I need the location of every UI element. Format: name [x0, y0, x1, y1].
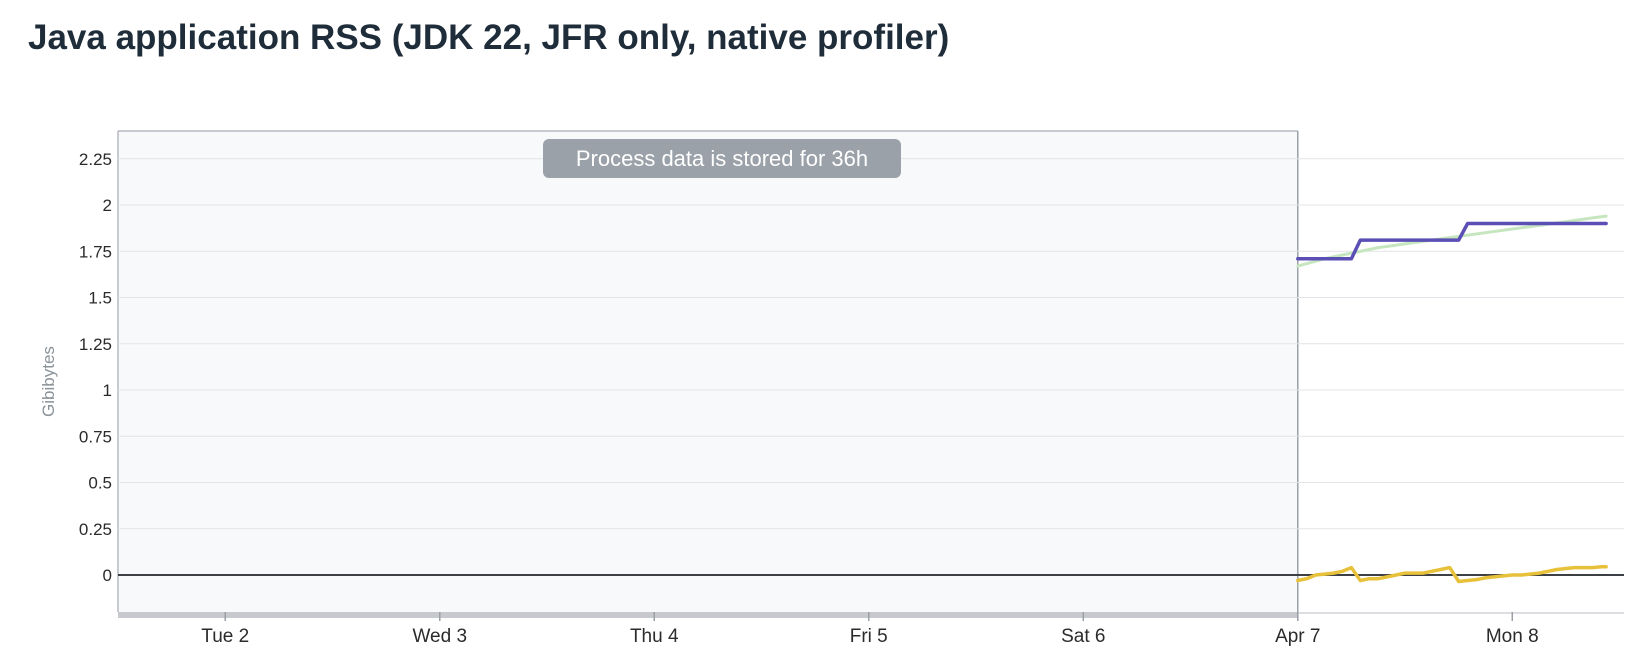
y-tick-label: 1.5: [88, 289, 112, 308]
retention-banner-text: Process data is stored for 36h: [576, 146, 868, 171]
series-line-1: [1296, 221, 1608, 261]
page-title: Java application RSS (JDK 22, JFR only, …: [28, 18, 950, 57]
y-tick-label: 0: [103, 566, 112, 585]
y-tick-label: 2: [103, 196, 112, 215]
x-tick-label: Thu 4: [630, 626, 679, 647]
axes: 0 0.25 0.5 0.75 1 1.25 1.5 1.75 2 2.25 Tue 2 Wed 3 T…: [39, 150, 1624, 647]
y-tick-label: 2.25: [79, 150, 112, 169]
x-tick-label: Mon 8: [1486, 626, 1539, 647]
y-tick-label: 1.75: [79, 242, 112, 261]
unavailable-region: [117, 130, 1299, 620]
y-tick-label: 1: [103, 381, 112, 400]
x-tick-label: Apr 7: [1275, 626, 1320, 647]
y-tick-label: 1.25: [79, 335, 112, 354]
x-tick-label: Tue 2: [201, 626, 249, 647]
y-axis-title: Gibibytes: [39, 346, 58, 417]
y-tick-label: 0.25: [79, 520, 112, 539]
x-tick-label: Fri 5: [850, 626, 888, 647]
series-line-3: [1296, 564, 1608, 584]
retention-banner-box: [543, 139, 901, 178]
y-tick-label: 0.5: [88, 474, 112, 493]
retention-banner: Process data is stored for 36h: [543, 139, 901, 178]
y-tick-label: 0.75: [79, 427, 112, 446]
series-lines: [1296, 214, 1608, 584]
unavailable-axis-band: [118, 612, 1298, 618]
gridlines: [118, 158, 1624, 530]
x-tick-label: Sat 6: [1061, 626, 1105, 647]
x-tick-label: Wed 3: [412, 626, 467, 647]
unavailable-area: [118, 131, 1298, 612]
